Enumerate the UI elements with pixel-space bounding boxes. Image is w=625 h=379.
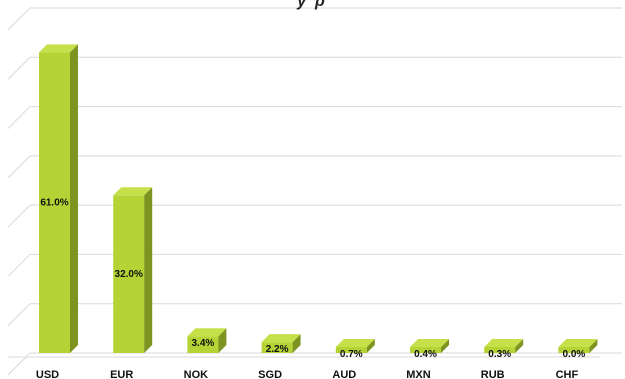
data-label: 2.2% <box>266 344 289 355</box>
category-label: NOK <box>184 369 209 379</box>
bar-nok <box>187 328 227 353</box>
bar-mxn <box>410 339 449 353</box>
bar-top <box>261 334 301 343</box>
bar-side <box>144 187 153 353</box>
bar-rub <box>484 339 524 353</box>
gridline-diagonal <box>7 254 31 277</box>
bar-sgd <box>261 334 301 353</box>
data-label: 0.4% <box>414 349 437 360</box>
data-label: 0.0% <box>563 349 586 360</box>
category-label: CHF <box>556 369 579 379</box>
bar-front <box>261 342 293 353</box>
bar-front <box>558 347 590 353</box>
bar-top <box>558 339 598 347</box>
bar-side <box>589 339 598 353</box>
gridline-diagonal <box>7 7 31 31</box>
gridline-diagonal <box>7 352 31 376</box>
bar-front <box>484 347 516 353</box>
bar-front <box>187 336 219 353</box>
data-label: 61.0% <box>40 198 68 209</box>
bar-chf <box>558 339 598 353</box>
bar-side <box>366 339 375 353</box>
category-label: SGD <box>258 369 282 379</box>
gridline-diagonal <box>7 303 31 327</box>
bar-top <box>484 339 524 347</box>
bar-top <box>187 328 227 337</box>
category-labels: USD EUR NOK SGD AUD MXN RUB CHF <box>36 369 579 379</box>
bar-side <box>70 44 78 353</box>
gridline-diagonal <box>7 155 31 179</box>
category-label: MXN <box>406 369 431 379</box>
data-label: 3.4% <box>192 338 215 349</box>
category-label: EUR <box>110 369 133 379</box>
bar-eur <box>113 187 153 353</box>
bar-top <box>335 339 375 347</box>
bar-top <box>113 187 153 196</box>
bars <box>39 44 598 353</box>
bar-side <box>292 334 301 353</box>
bar-top <box>410 339 449 347</box>
bar-front <box>39 52 70 353</box>
bar-side <box>218 328 227 353</box>
gridlines <box>7 7 622 376</box>
bar-front <box>335 347 367 353</box>
bar-side <box>441 339 449 353</box>
gridline-diagonal <box>7 106 31 129</box>
bar-aud <box>335 339 375 353</box>
data-labels: 61.0% 32.0% 3.4% 2.2% 0.7% 0.4% 0.3% 0.0% <box>40 198 585 360</box>
chart-title-fragment: y p <box>296 0 325 10</box>
category-label: RUB <box>481 369 505 379</box>
bar-front <box>113 195 145 353</box>
gridline-diagonal <box>7 56 31 80</box>
bar-front <box>410 347 441 353</box>
bar-top <box>39 44 78 53</box>
bar-usd <box>39 44 78 353</box>
category-label: AUD <box>332 369 356 379</box>
gridline-diagonal <box>7 204 31 228</box>
category-label: USD <box>36 369 59 379</box>
bar-side <box>515 339 524 353</box>
data-label: 0.3% <box>488 349 511 360</box>
data-label: 32.0% <box>115 269 143 280</box>
data-label: 0.7% <box>340 349 363 360</box>
